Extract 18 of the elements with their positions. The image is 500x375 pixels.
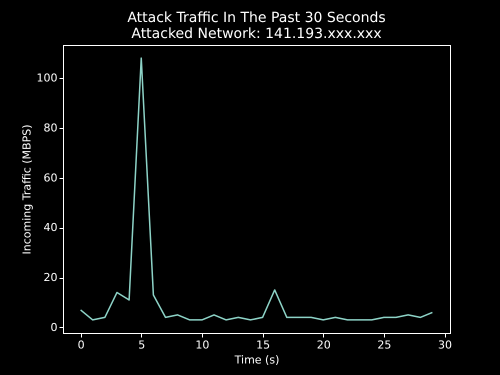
- chart-title: Attack Traffic In The Past 30 Seconds: [127, 10, 386, 26]
- x-tick-label: 10: [195, 338, 210, 352]
- y-axis-title: Incoming Traffic (MBPS): [20, 124, 34, 254]
- y-tick-label: 0: [50, 320, 58, 334]
- x-tick-label: 20: [316, 338, 331, 352]
- y-tick-label: 60: [44, 171, 58, 184]
- y-tick-label: 100: [36, 72, 58, 85]
- x-tick-label: 15: [256, 338, 270, 352]
- x-tick-label: 5: [138, 338, 146, 352]
- y-tick-label: 20: [44, 271, 58, 284]
- line-series: [80, 57, 434, 321]
- y-tick-label: 40: [44, 221, 58, 234]
- x-tick-label: 25: [377, 338, 392, 352]
- x-tick-label: 30: [438, 338, 452, 352]
- chart-subtitle: Attacked Network: 141.193.xxx.xxx: [131, 26, 382, 42]
- x-tick-label: 0: [78, 338, 85, 352]
- y-tick-label: 80: [44, 121, 58, 134]
- x-axis-title: Time (s): [234, 354, 280, 366]
